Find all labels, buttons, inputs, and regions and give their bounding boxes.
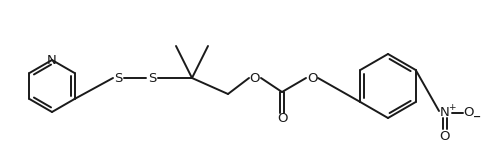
Text: +: + [448, 103, 456, 113]
Text: N: N [440, 107, 450, 119]
Text: S: S [114, 72, 122, 85]
Text: O: O [307, 72, 318, 85]
Text: S: S [148, 72, 156, 85]
Text: O: O [250, 72, 260, 85]
Text: O: O [277, 112, 287, 124]
Text: O: O [464, 107, 474, 119]
Text: O: O [440, 130, 450, 142]
Text: −: − [473, 112, 481, 122]
Text: N: N [47, 53, 57, 67]
